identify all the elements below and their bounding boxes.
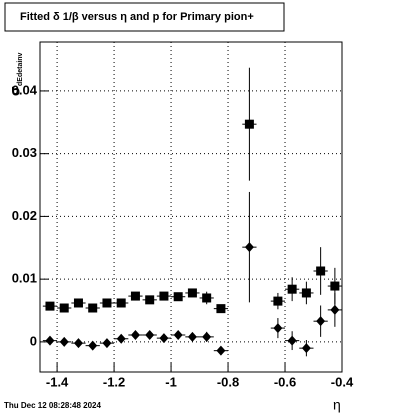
diamond-marker <box>202 331 212 342</box>
diamond-marker <box>287 335 297 346</box>
diamond-marker <box>187 331 197 342</box>
y-tick-label: 0.04 <box>12 82 38 97</box>
y-tick-label: 0.03 <box>12 145 37 160</box>
square-marker <box>187 288 197 298</box>
x-tick-label: -0.6 <box>274 374 296 389</box>
diamond-marker <box>216 345 226 356</box>
x-label: η <box>333 397 341 413</box>
square-marker <box>244 119 254 129</box>
diamond-marker <box>173 329 183 340</box>
diamond-marker <box>45 335 55 346</box>
square-marker <box>145 295 155 305</box>
diamond-marker <box>316 316 326 327</box>
square-marker <box>159 291 169 301</box>
square-marker <box>316 266 326 276</box>
square-marker <box>301 288 311 298</box>
y-tick-label: 0.01 <box>12 271 37 286</box>
square-marker <box>216 304 226 314</box>
diamond-marker <box>59 336 69 347</box>
square-marker <box>59 303 69 313</box>
diamond-marker <box>102 338 112 349</box>
square-marker <box>73 298 83 308</box>
square-marker <box>330 281 340 291</box>
diamond-marker <box>301 343 311 354</box>
square-marker <box>45 301 55 311</box>
y-tick-label: 0.02 <box>12 208 37 223</box>
diamond-marker <box>88 340 98 351</box>
diamond-marker <box>145 329 155 340</box>
square-marker <box>88 303 98 313</box>
footer-date: Thu Dec 12 08:28:48 2024 <box>4 401 101 410</box>
diamond-marker <box>130 329 140 340</box>
x-tick-label: -1.2 <box>103 374 125 389</box>
plot-frame <box>39 41 343 373</box>
square-marker <box>273 296 283 306</box>
y-label: σ <box>7 86 23 96</box>
diamond-marker <box>73 338 83 349</box>
title-box <box>4 2 285 32</box>
y-tick-label: 0 <box>30 333 37 348</box>
diamond-marker <box>159 333 169 344</box>
x-tick-label: -1.4 <box>46 374 69 389</box>
diamond-marker <box>244 242 254 253</box>
square-marker <box>173 292 183 302</box>
square-marker <box>116 298 126 308</box>
square-marker <box>202 293 212 303</box>
diamond-marker <box>273 323 283 334</box>
x-tick-label: -0.8 <box>217 374 239 389</box>
diamond-marker <box>116 333 126 344</box>
x-tick-label: -0.4 <box>331 374 354 389</box>
square-marker <box>130 291 140 301</box>
square-marker <box>287 284 297 294</box>
chart-title: Fitted δ 1/β versus η and p for Primary … <box>20 11 254 23</box>
y-label-group: σ dEdetainv <box>7 52 24 96</box>
y-label-sub: dEdetainv <box>17 52 24 86</box>
x-tick-label: -1 <box>165 374 177 389</box>
square-marker <box>102 298 112 308</box>
diamond-marker <box>330 304 340 315</box>
